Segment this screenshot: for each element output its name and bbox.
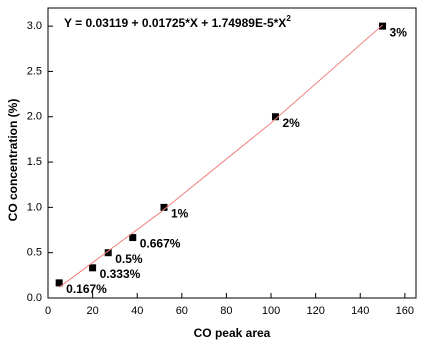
y-axis-label: CO concentration (%): [6, 99, 20, 222]
x-tick-label: 0: [45, 305, 51, 317]
y-tick-label: 1.0: [27, 201, 42, 213]
x-tick-label: 100: [262, 305, 280, 317]
data-point: [89, 264, 97, 272]
y-tick-label: 3.0: [27, 20, 42, 32]
y-tick-label: 0.5: [27, 247, 42, 259]
data-point: [104, 249, 112, 257]
data-point: [129, 234, 137, 242]
data-label: 0.333%: [100, 267, 141, 281]
data-label: 0.5%: [115, 252, 143, 266]
data-label: 2%: [282, 116, 300, 130]
equation-text: Y = 0.03119 + 0.01725*X + 1.74989E-5*X: [64, 16, 286, 30]
x-tick-label: 120: [306, 305, 324, 317]
x-tick-label: 160: [396, 305, 414, 317]
x-tick-label: 80: [220, 305, 232, 317]
data-point: [271, 113, 279, 121]
x-tick-label: 60: [176, 305, 188, 317]
data-point: [160, 203, 168, 211]
data-label: 1%: [171, 207, 189, 221]
data-label: 3%: [390, 25, 408, 39]
x-axis-label: CO peak area: [194, 326, 271, 340]
x-tick-label: 140: [351, 305, 369, 317]
plot-frame: [47, 7, 417, 299]
data-point: [379, 22, 387, 30]
y-tick-label: 0.0: [27, 292, 42, 304]
y-tick-label: 1.5: [27, 156, 42, 168]
data-label: 0.667%: [140, 237, 181, 251]
equation-superscript: 2: [286, 14, 291, 23]
y-tick-label: 2.0: [27, 111, 42, 123]
x-tick-label: 40: [131, 305, 143, 317]
y-tick-label: 2.5: [27, 65, 42, 77]
equation: Y = 0.03119 + 0.01725*X + 1.74989E-5*X2: [64, 14, 291, 30]
x-tick-label: 20: [86, 305, 98, 317]
data-label: 0.167%: [66, 282, 107, 296]
data-point: [55, 279, 63, 287]
fit-line: [58, 24, 383, 288]
